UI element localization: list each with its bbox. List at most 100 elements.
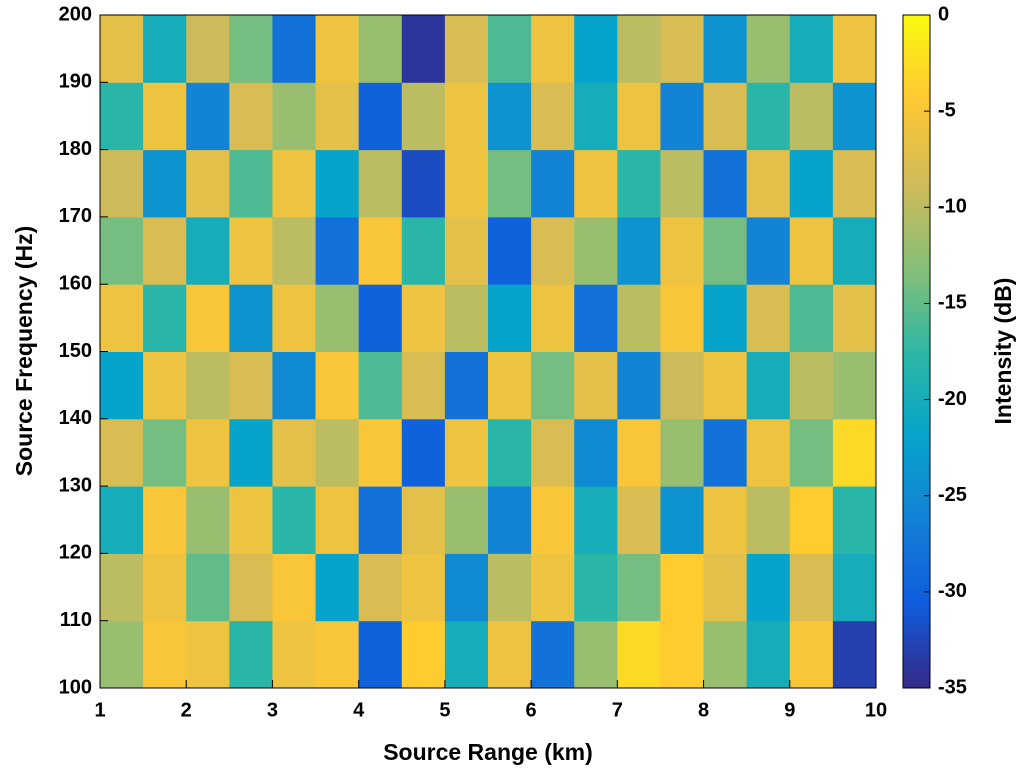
- y-tick-label: 110: [60, 609, 92, 631]
- heatmap-cell: [703, 216, 748, 285]
- heatmap-cell: [444, 15, 489, 83]
- heatmap-cell: [488, 216, 532, 285]
- heatmap-cell: [832, 418, 877, 487]
- heatmap-cell: [358, 486, 403, 554]
- x-tick-label: 7: [612, 699, 623, 721]
- heatmap-cell: [574, 553, 618, 622]
- heatmap-cell: [531, 418, 575, 487]
- x-tick-label: 8: [698, 699, 709, 721]
- heatmap-cell: [531, 15, 575, 83]
- heatmap-cell: [660, 486, 705, 554]
- heatmap-cell: [315, 149, 360, 218]
- heatmap-cell: [703, 418, 748, 487]
- heatmap-cell: [574, 418, 618, 487]
- heatmap-cell: [703, 149, 748, 218]
- heatmap-cell: [617, 553, 661, 622]
- heatmap-cell: [531, 149, 575, 218]
- heatmap-cell: [832, 620, 877, 689]
- y-tick-label: 150: [59, 340, 92, 362]
- heatmap-cell: [444, 620, 489, 689]
- heatmap-cell: [272, 351, 317, 420]
- colorbar-tick-label: -10: [938, 196, 967, 218]
- colorbar-tick-label: -25: [938, 484, 967, 506]
- heatmap-cell: [186, 149, 230, 218]
- heatmap-cell: [488, 149, 532, 218]
- heatmap-cell: [746, 418, 791, 487]
- heatmap-cell: [444, 216, 489, 285]
- heatmap-cell: [444, 351, 489, 420]
- heatmap-cell: [315, 15, 360, 83]
- heatmap-cell: [401, 149, 446, 218]
- heatmap-cell: [574, 620, 618, 689]
- heatmap-cell: [660, 351, 705, 420]
- heatmap-cell: [143, 351, 187, 420]
- heatmap-cell: [531, 486, 575, 554]
- heatmap-cell: [531, 351, 575, 420]
- heatmap-cell: [789, 216, 834, 285]
- colorbar-tick-label: -15: [938, 292, 967, 314]
- heatmap-cell: [789, 620, 834, 689]
- heatmap-cell: [358, 149, 403, 218]
- heatmap-cell: [100, 620, 144, 689]
- heatmap-cell: [789, 418, 834, 487]
- heatmap-cell: [143, 553, 187, 622]
- heatmap-cell: [832, 553, 877, 622]
- heatmap-cell: [703, 553, 748, 622]
- heatmap-cell: [358, 351, 403, 420]
- x-tick-label: 1: [94, 699, 105, 721]
- heatmap-cell: [229, 82, 273, 151]
- heatmap-cell: [617, 216, 661, 285]
- heatmap-cell: [789, 553, 834, 622]
- y-tick-label: 190: [59, 71, 92, 93]
- x-tick-label: 3: [267, 699, 278, 721]
- heatmap-cell: [660, 284, 705, 352]
- heatmap-cell: [272, 620, 317, 689]
- heatmap-cell: [617, 418, 661, 487]
- heatmap-cell: [401, 620, 446, 689]
- heatmap-cell: [488, 620, 532, 689]
- heatmap-cell: [789, 149, 834, 218]
- heatmap-cell: [574, 82, 618, 151]
- heatmap-cell: [358, 15, 403, 83]
- heatmap-cell: [746, 15, 791, 83]
- heatmap-cell: [444, 82, 489, 151]
- heatmap-cell: [100, 284, 144, 352]
- heatmap-cell: [358, 620, 403, 689]
- heatmap-cell: [660, 418, 705, 487]
- heatmap-cell: [832, 351, 877, 420]
- heatmap-cell: [100, 351, 144, 420]
- heatmap-cell: [617, 15, 661, 83]
- heatmap-cell: [358, 284, 403, 352]
- heatmap-cell: [531, 216, 575, 285]
- heatmap-cell: [832, 15, 877, 83]
- heatmap-cell: [272, 486, 317, 554]
- heatmap-cell: [832, 216, 877, 285]
- heatmap-cell: [488, 351, 532, 420]
- heatmap-cell: [186, 486, 230, 554]
- heatmap-cell: [531, 620, 575, 689]
- heatmap-cell: [315, 620, 360, 689]
- heatmap-cell: [401, 486, 446, 554]
- x-tick-label: 10: [865, 699, 887, 721]
- heatmap-cell: [488, 553, 532, 622]
- heatmap-cell: [272, 553, 317, 622]
- heatmap-cell: [703, 620, 748, 689]
- heatmap-cell: [229, 351, 273, 420]
- y-tick-label: 140: [59, 407, 92, 429]
- heatmap-cell: [488, 284, 532, 352]
- y-tick-label: 200: [59, 3, 92, 25]
- heatmap-cell: [186, 284, 230, 352]
- heatmap-cell: [143, 418, 187, 487]
- heatmap-cell: [746, 351, 791, 420]
- heatmap-cell: [401, 553, 446, 622]
- heatmap-cell: [832, 149, 877, 218]
- heatmap-cell: [401, 216, 446, 285]
- y-axis-label: Source Frequency (Hz): [11, 226, 37, 477]
- x-tick-label: 5: [439, 699, 450, 721]
- colorbar-tick-label: -20: [938, 388, 967, 410]
- heatmap-cell: [272, 284, 317, 352]
- heatmap-cell: [315, 216, 360, 285]
- x-axis-label: Source Range (km): [383, 739, 593, 765]
- heatmap-cell: [789, 284, 834, 352]
- heatmap-cell: [229, 486, 273, 554]
